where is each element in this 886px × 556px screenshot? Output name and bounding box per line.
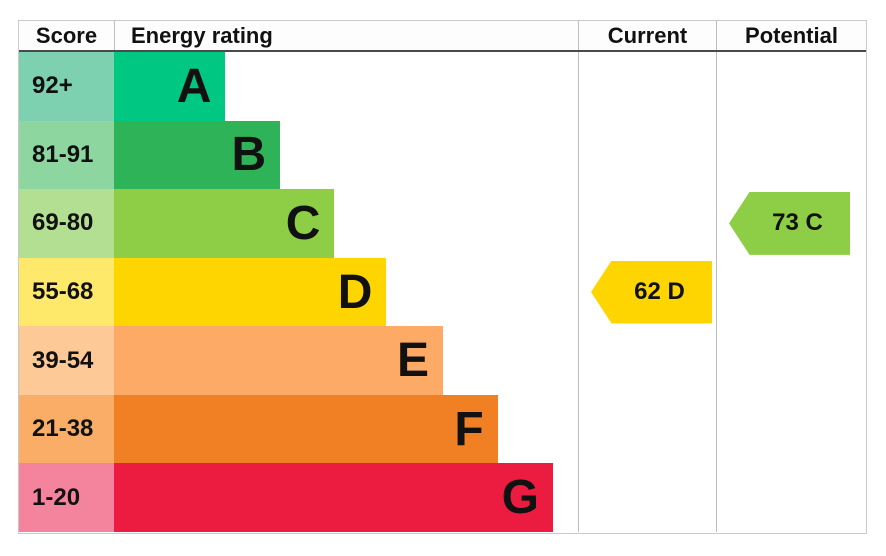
potential-rating-label: 73 C [772, 209, 823, 237]
rating-band-rows: 92+ A 81-91 B 69-80 C 55-68 D 39-54 E 21-38 F 1-20 G [19, 52, 578, 533]
rating-bar-g: G [114, 463, 553, 533]
bar-area-f: F [114, 394, 578, 464]
score-range-a: 92+ [19, 52, 114, 121]
chart-body: 92+ A 81-91 B 69-80 C 55-68 D 39-54 E 21-38 F 1-20 G … [19, 52, 866, 533]
rating-bar-b: B [114, 120, 281, 190]
energy-rating-column-header: Energy rating [114, 21, 578, 50]
rating-bar-d: D [114, 257, 387, 327]
rating-bar-f: F [114, 394, 498, 464]
bar-area-a: A [114, 52, 578, 121]
current-column-header: Current [578, 21, 716, 50]
current-rating-label: 62 D [634, 278, 685, 305]
score-range-f: 21-38 [19, 394, 114, 464]
chart-header-row: Score Energy rating Current Potential [19, 21, 866, 52]
bar-area-b: B [114, 120, 578, 190]
bar-area-e: E [114, 326, 578, 395]
rating-bar-c: C [114, 189, 335, 258]
score-range-e: 39-54 [19, 326, 114, 395]
potential-rating-arrow: 73 C [729, 191, 850, 255]
rating-bar-e: E [114, 326, 443, 395]
rating-row-e: 39-54 E [19, 326, 578, 395]
current-rating-arrow: 62 D [591, 260, 712, 324]
rating-row-d: 55-68 D [19, 257, 578, 327]
rating-row-a: 92+ A [19, 52, 578, 121]
potential-column: 73 C [716, 52, 866, 532]
bar-area-c: C [114, 189, 578, 258]
rating-bar-a: A [114, 52, 226, 121]
rating-row-c: 69-80 C [19, 189, 578, 258]
bar-area-d: D [114, 257, 578, 327]
potential-column-header: Potential [716, 21, 866, 50]
score-range-g: 1-20 [19, 463, 114, 533]
score-range-d: 55-68 [19, 257, 114, 327]
rating-row-f: 21-38 F [19, 394, 578, 464]
rating-row-g: 1-20 G [19, 463, 578, 533]
score-range-b: 81-91 [19, 120, 114, 190]
score-range-c: 69-80 [19, 189, 114, 258]
bar-area-g: G [114, 463, 578, 533]
epc-chart: Score Energy rating Current Potential 92… [18, 20, 867, 534]
current-column: 62 D [578, 52, 716, 532]
score-column-header: Score [35, 23, 98, 48]
rating-row-b: 81-91 B [19, 120, 578, 190]
